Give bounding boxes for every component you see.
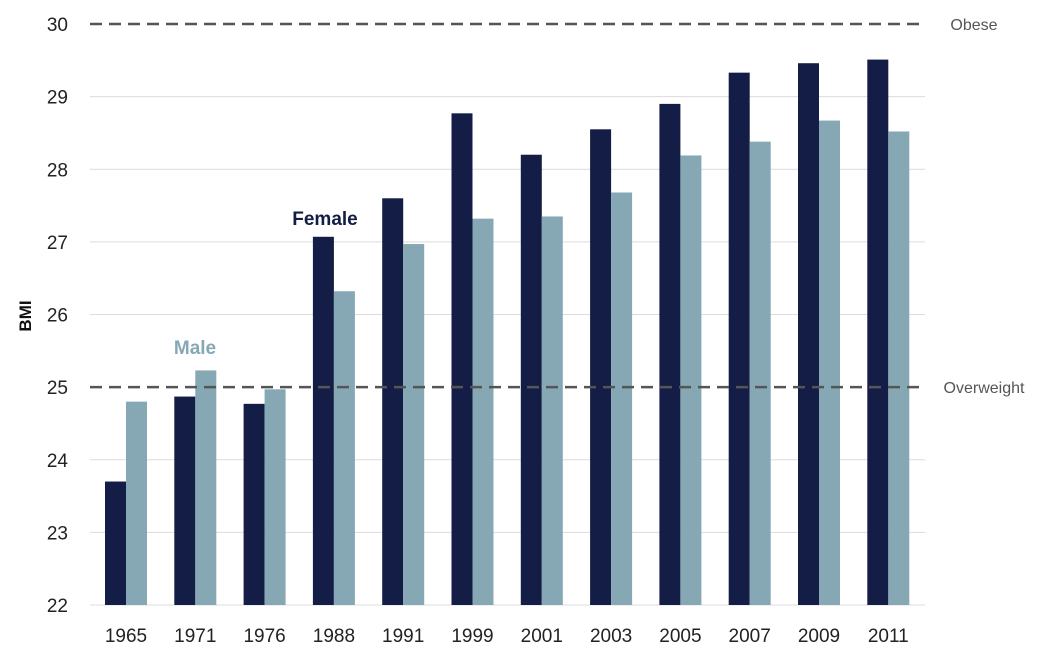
y-tick-label: 26 [47, 306, 68, 327]
bar-male-1971 [195, 370, 217, 605]
reference-label-overweight: Overweight [944, 380, 1025, 397]
bar-male-1999 [472, 218, 494, 605]
x-tick-label: 1965 [105, 626, 147, 647]
bar-male-1991 [403, 244, 425, 605]
y-tick-label: 27 [47, 233, 68, 254]
bar-male-1988 [333, 291, 355, 605]
male-series-label: Male [174, 338, 216, 359]
bar-male-2009 [819, 120, 840, 605]
gridlines [90, 96, 925, 606]
y-axis-label: BMI [16, 300, 35, 331]
bar-female-2005 [659, 103, 681, 605]
bar-female-1988 [312, 236, 334, 605]
bar-female-2009 [798, 63, 819, 605]
y-tick-label: 25 [47, 378, 68, 399]
female-series-label: Female [292, 209, 357, 230]
x-tick-label: 2009 [798, 626, 840, 647]
bar-female-2001 [520, 154, 542, 605]
bar-male-2001 [541, 216, 563, 606]
x-tick-label: 2005 [659, 626, 701, 647]
bar-female-2011 [867, 59, 889, 606]
y-axis-ticks: 22 23 24 25 26 27 28 29 30 [47, 15, 69, 617]
bar-female-2003 [590, 129, 612, 605]
y-tick-label: 30 [47, 15, 68, 36]
bar-female-1971 [174, 396, 196, 605]
bar-male-2005 [680, 155, 702, 606]
x-tick-label: 2001 [521, 626, 563, 647]
y-tick-label: 24 [47, 451, 69, 472]
x-tick-label: 1999 [451, 626, 493, 647]
x-tick-label: 2007 [729, 626, 771, 647]
y-tick-label: 23 [47, 523, 68, 544]
x-axis-ticks: 1965 1971 1976 1988 1991 1999 2001 2003 2005 2007… [105, 626, 909, 647]
bar-female-1991 [382, 198, 404, 606]
x-tick-label: 2011 [868, 626, 909, 647]
bar-male-2003 [611, 192, 633, 606]
x-tick-label: 2003 [590, 626, 632, 647]
bar-female-2007 [728, 72, 750, 605]
y-tick-label: 22 [47, 596, 68, 617]
bar-male-2007 [749, 141, 771, 605]
bar-female-1999 [451, 113, 473, 606]
bar-male-2011 [888, 131, 910, 606]
x-tick-label: 1971 [174, 626, 216, 647]
bar-female-1976 [243, 403, 265, 605]
bars [105, 59, 910, 606]
x-tick-label: 1988 [313, 626, 355, 647]
bar-male-1976 [264, 389, 286, 605]
reference-label-obese: Obese [950, 17, 997, 34]
y-tick-label: 28 [47, 160, 68, 181]
reference-lines: Obese Overweight [90, 17, 1025, 397]
x-tick-label: 1991 [382, 626, 424, 647]
bar-female-1965 [105, 481, 126, 605]
x-tick-label: 1976 [243, 626, 285, 647]
y-tick-label: 29 [47, 88, 68, 109]
bar-male-1965 [126, 401, 147, 605]
